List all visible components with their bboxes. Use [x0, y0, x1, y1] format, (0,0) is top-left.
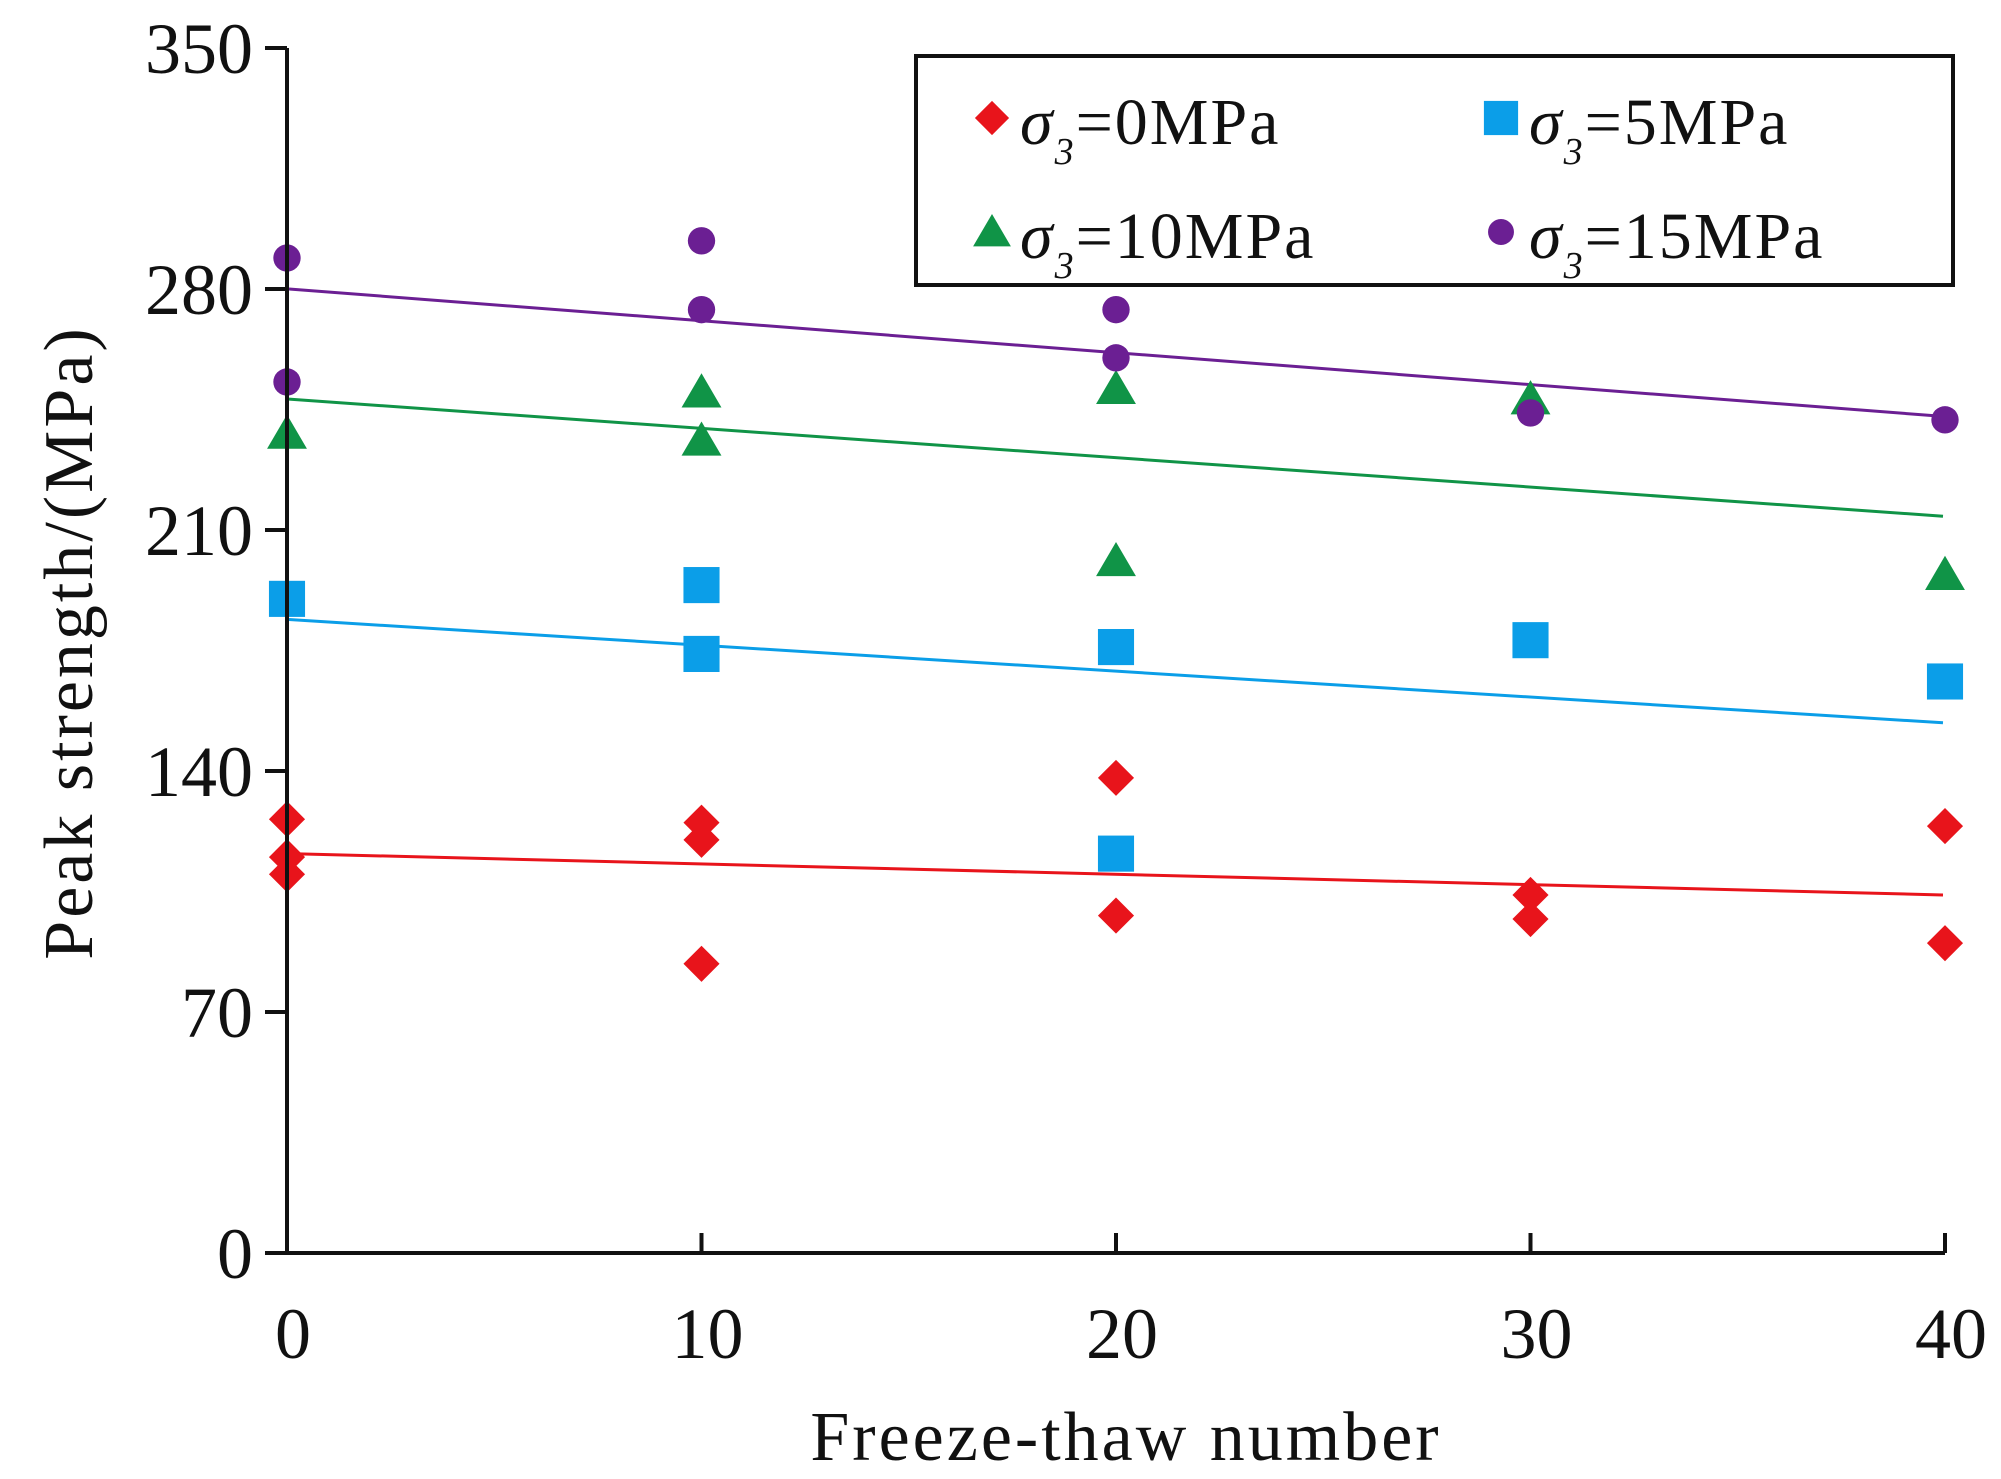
y-tick-label: 350 — [145, 9, 253, 89]
data-point-circle — [687, 295, 716, 324]
y-tick-label: 70 — [181, 973, 253, 1053]
data-point-square — [1926, 663, 1964, 700]
data-point-diamond — [1097, 897, 1135, 934]
trend-line — [288, 397, 1944, 518]
axes: 0 70 140 210 280 350 0 10 20 30 40 — [145, 9, 1987, 1374]
data-point-square — [1512, 622, 1549, 659]
x-axis-ticks: 0 10 20 30 40 — [275, 1233, 1987, 1374]
data-point-diamond — [1097, 759, 1135, 796]
data-point-triangle — [681, 373, 722, 408]
data-point-triangle — [1096, 369, 1136, 405]
legend-item: σ3=5MPa — [1483, 86, 1789, 173]
data-point-diamond — [1926, 808, 1964, 845]
legend-item: σ3=0MPa — [974, 86, 1280, 173]
data-point-diamond — [683, 821, 720, 858]
legend-marker-diamond — [974, 100, 1010, 136]
data-point-square — [1097, 629, 1135, 666]
y-tick-label: 210 — [145, 491, 253, 571]
data-point-triangle — [681, 421, 722, 456]
legend-frame — [914, 54, 1955, 287]
data-point-diamond — [1512, 900, 1549, 938]
x-tick-label: 10 — [672, 1294, 744, 1374]
x-tick-label: 20 — [1086, 1294, 1158, 1374]
data-point-diamond — [1926, 925, 1964, 962]
data-point-diamond — [1512, 876, 1549, 913]
legend-marker-triangle — [973, 214, 1011, 247]
y-tick-label: 280 — [145, 250, 253, 330]
legend-label: σ3=15MPa — [1529, 200, 1824, 287]
data-point-triangle — [1925, 555, 1965, 590]
data-point-triangle — [1096, 541, 1136, 577]
legend-label: σ3=5MPa — [1529, 86, 1789, 173]
data-point-square — [1097, 835, 1135, 872]
data-point-circle — [687, 227, 716, 255]
trend-line — [288, 852, 1944, 897]
y-tick-label: 0 — [217, 1214, 253, 1294]
data-point-circle — [1102, 344, 1130, 372]
legend-label: σ3=10MPa — [1020, 200, 1315, 287]
data-point-circle — [1931, 406, 1959, 434]
trend-line — [288, 618, 1944, 725]
data-point-square — [683, 567, 720, 604]
x-axis-title: Freeze-thaw number — [810, 1399, 1441, 1476]
y-axis-ticks: 0 70 140 210 280 350 — [145, 9, 287, 1294]
legend-label: σ3=0MPa — [1020, 86, 1280, 173]
data-point-square — [683, 635, 720, 672]
y-axis-title: Peak strength/(MPa) — [31, 325, 108, 959]
x-tick-label: 30 — [1501, 1294, 1573, 1374]
legend-marker-square — [1483, 100, 1519, 136]
x-tick-label: 0 — [275, 1294, 311, 1374]
legend-marker-circle — [1488, 219, 1514, 245]
x-tick-label: 40 — [1915, 1294, 1987, 1374]
legend: σ3=0MPa σ3=5MPa σ3=10MPa σ3=15MPa — [914, 54, 1955, 287]
data-markers — [267, 227, 1965, 982]
legend-item: σ3=15MPa — [1488, 200, 1824, 287]
data-point-diamond — [683, 945, 720, 982]
legend-item: σ3=10MPa — [973, 200, 1315, 287]
y-tick-label: 140 — [145, 732, 253, 812]
data-point-circle — [1516, 399, 1545, 427]
data-point-circle — [1102, 295, 1130, 324]
